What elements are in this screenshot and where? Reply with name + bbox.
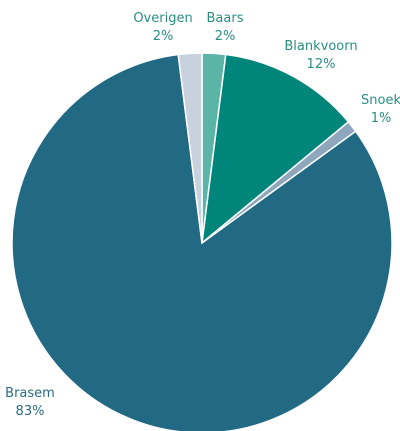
pie-labels: Baars 2% Blankvoorn 12% Snoek 1% Brasem 83% Over… (5, 11, 400, 419)
slice-label-blankvoorn: Blankvoorn (284, 39, 357, 54)
slice-value-blankvoorn: 12% (307, 57, 336, 72)
slice-value-brasem: 83% (16, 404, 45, 419)
pie-slices (11, 52, 393, 431)
slice-label-overigen: Overigen (133, 11, 192, 26)
pie-slice-overigen (177, 52, 203, 244)
slice-value-snoek: 1% (371, 111, 392, 126)
slice-value-baars: 2% (215, 29, 236, 44)
slice-label-baars: Baars (207, 11, 244, 26)
slice-label-snoek: Snoek (361, 93, 400, 108)
slice-label-brasem: Brasem (5, 386, 55, 401)
slice-value-overigen: 2% (153, 29, 174, 44)
pie-slice-blankvoorn (201, 53, 350, 245)
